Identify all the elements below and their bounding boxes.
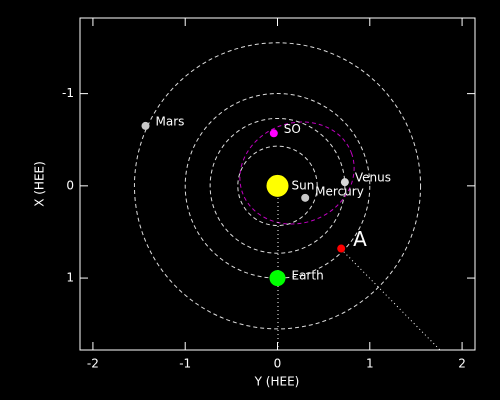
point-label: Earth (292, 269, 324, 283)
orbit-circle (133, 42, 422, 330)
a-line (340, 248, 441, 351)
point (269, 270, 286, 287)
point-label: Mars (156, 114, 185, 128)
point (340, 178, 349, 187)
point-label: Sun (292, 178, 315, 192)
point (141, 121, 150, 130)
point (266, 174, 289, 197)
point-label: SO (284, 122, 301, 136)
point-label: A (353, 227, 367, 251)
point-label: Mercury (315, 184, 364, 198)
point-label: Venus (355, 171, 391, 185)
x-tick-label: -1 (179, 357, 191, 371)
x-tick-label: -2 (87, 357, 99, 371)
orbit-circle (237, 145, 318, 227)
point (269, 129, 278, 138)
x-tick-label: 2 (458, 357, 466, 371)
y-tick-label: -1 (62, 86, 74, 100)
so-orbit (239, 121, 355, 225)
x-tick-label: 1 (366, 357, 374, 371)
point (301, 193, 310, 202)
y-tick-label: 1 (66, 271, 74, 285)
x-tick-label: 0 (274, 357, 282, 371)
y-tick-label: 0 (66, 178, 74, 192)
y-axis-label: X (HEE) (33, 161, 47, 207)
orbit-circle (184, 93, 371, 279)
point (337, 244, 346, 253)
x-axis-label: Y (HEE) (254, 375, 300, 389)
